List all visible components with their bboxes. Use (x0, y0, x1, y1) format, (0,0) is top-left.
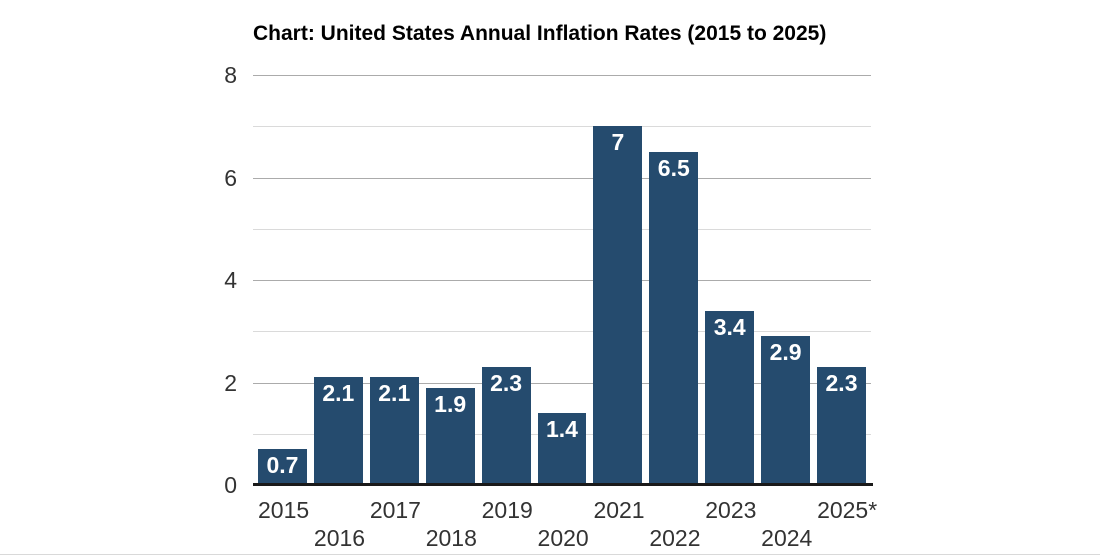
x-tick-label-2017: 2017 (369, 497, 421, 523)
gridline-major-6 (253, 177, 871, 179)
bar-2025: 2.3 (817, 367, 866, 485)
gridline-minor-7 (253, 126, 871, 128)
y-tick-label-4: 4 (224, 267, 237, 293)
x-tick-label-2015: 2015 (258, 497, 310, 523)
x-tick-label-2018: 2018 (425, 525, 477, 551)
y-tick-label-0: 0 (224, 472, 237, 498)
bar-2023: 3.4 (705, 310, 755, 485)
x-tick-label-2016: 2016 (313, 525, 366, 551)
x-tick-label-2024: 2024 (761, 525, 813, 551)
chart-title: Chart: United States Annual Inflation Ra… (253, 22, 827, 45)
x-axis-labels: 2015 2016 2017 2018 2019 2020 2021 2022 2023 2024… (253, 496, 878, 551)
bars-container: 0.7 2.1 2.1 1.9 2.3 1.4 7 6.5 3.4 2.9 2.3 (253, 75, 871, 485)
bar-2019: 2.3 (481, 367, 531, 485)
gridline-major-2 (253, 382, 871, 384)
bar-value-label-2022: 6.5 (657, 154, 690, 181)
bar-value-label-2017: 2.1 (378, 380, 411, 407)
x-tick-label-2023: 2023 (705, 497, 757, 523)
gridline-major-8 (253, 75, 871, 76)
bar-2015: 0.7 (258, 449, 307, 485)
y-tick-label-2: 2 (224, 369, 237, 396)
x-tick-label-2022: 2022 (649, 525, 701, 551)
bar-value-label-2015: 0.7 (266, 452, 299, 479)
bar-value-label-2019: 2.3 (490, 370, 523, 397)
bar-2022: 6.5 (649, 151, 699, 485)
bar-2018: 1.9 (425, 387, 475, 485)
gridline-major-4 (253, 280, 871, 281)
bar-2024: 2.9 (761, 336, 811, 485)
gridline-minor-3 (253, 331, 871, 333)
plot-area: 0.7 2.1 2.1 1.9 2.3 1.4 7 6.5 3.4 2.9 2.3 (253, 75, 873, 486)
bar-2016: 2.1 (313, 377, 363, 485)
x-tick-label-2019: 2019 (481, 497, 533, 523)
y-tick-label-6: 6 (224, 164, 237, 191)
gridline-minor-5 (253, 228, 871, 230)
bar-value-label-2023: 3.4 (713, 313, 746, 340)
bar-value-label-2018: 1.9 (434, 390, 467, 417)
x-axis-line (253, 483, 873, 486)
bar-2020: 1.4 (537, 413, 587, 485)
x-tick-label-2025: 2025* (817, 497, 878, 523)
bar-value-label-2024: 2.9 (769, 339, 802, 366)
y-tick-label-8: 8 (224, 62, 237, 88)
bar-value-label-2021: 7 (611, 129, 625, 156)
bar-2017: 2.1 (369, 377, 419, 485)
bar-value-label-2025: 2.3 (825, 370, 858, 397)
bar-value-label-2020: 1.4 (545, 416, 578, 443)
bar-value-label-2016: 2.1 (322, 380, 355, 407)
x-tick-label-2021: 2021 (593, 497, 645, 523)
bar-2021: 7 (593, 126, 643, 485)
x-tick-label-2020: 2020 (537, 525, 589, 551)
